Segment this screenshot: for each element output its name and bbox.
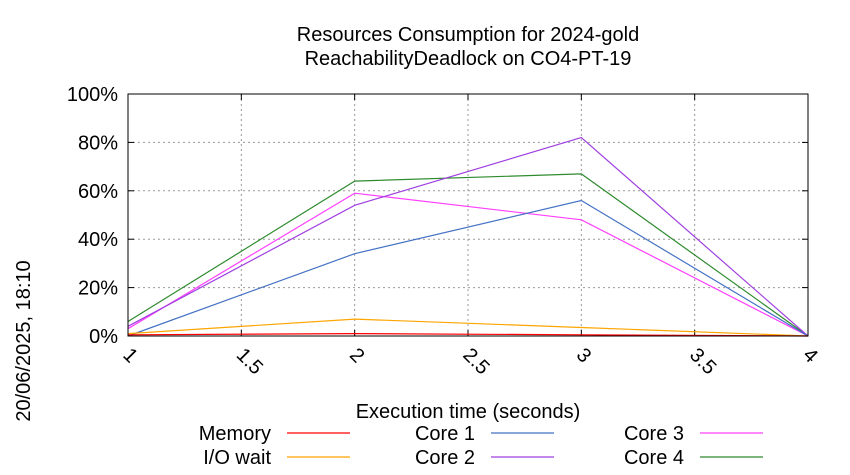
- series-line-core-4: [127, 173, 809, 337]
- y-tick-label: 0%: [89, 326, 118, 348]
- x-tick-label: 1.5: [232, 344, 267, 379]
- chart-title-line-2: ReachabilityDeadlock on CO4-PT-19: [305, 48, 632, 70]
- y-axis-ticks: 0% 20% 40% 60% 80% 100%: [67, 84, 808, 348]
- legend-label-core-2: Core 2: [415, 447, 475, 469]
- y-tick-label: 100%: [67, 84, 118, 106]
- series-line-core-2: [127, 136, 809, 337]
- grid-lines: [128, 94, 808, 336]
- series-line-core-1: [127, 199, 809, 337]
- legend-label-core-1: Core 1: [415, 423, 475, 445]
- y-tick-label: 40%: [78, 229, 118, 251]
- plot-border: [127, 93, 809, 337]
- legend-label-core-4: Core 4: [624, 447, 684, 469]
- y-tick-label: 60%: [78, 181, 118, 203]
- timestamp-label: 20/06/2025, 18:10: [13, 260, 35, 421]
- x-tick-label: 2.5: [458, 344, 493, 379]
- series-line-core-3: [127, 192, 809, 337]
- series-line-i-o-wait: [127, 318, 809, 337]
- x-tick-label: 1: [118, 344, 141, 367]
- legend-label-i-o-wait: I/O wait: [203, 447, 271, 469]
- legend-label-memory: Memory: [199, 423, 271, 445]
- series-lines: [127, 136, 809, 337]
- x-tick-label: 3: [572, 344, 595, 367]
- x-axis-label: Execution time (seconds): [356, 401, 581, 423]
- x-tick-label: 3.5: [685, 344, 720, 379]
- series-line-memory: [127, 332, 809, 337]
- y-tick-label: 20%: [78, 278, 118, 300]
- chart-title-line-1: Resources Consumption for 2024-gold: [297, 24, 639, 46]
- y-tick-label: 80%: [78, 132, 118, 154]
- x-tick-label: 2: [345, 344, 368, 367]
- x-tick-label: 4: [798, 344, 821, 367]
- legend-label-core-3: Core 3: [624, 423, 684, 445]
